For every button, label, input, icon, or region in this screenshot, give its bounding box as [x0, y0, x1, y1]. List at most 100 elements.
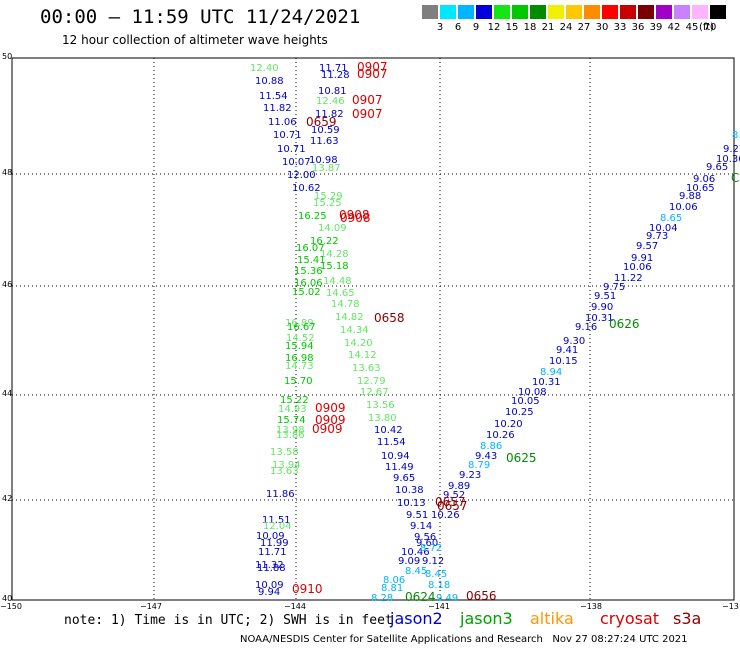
- legend-swatch: [476, 5, 492, 19]
- legend-label: 21: [541, 22, 555, 33]
- legend-swatch: [548, 5, 564, 19]
- wave-height-label: 10.07: [282, 157, 311, 168]
- wave-height-label: 9.12: [422, 556, 445, 567]
- satellite-jason3: jason3: [460, 609, 513, 628]
- legend-label: 6: [454, 22, 462, 33]
- wave-height-label: 10.94: [381, 451, 410, 462]
- footer-credit: NOAA/NESDIS Center for Satellite Applica…: [240, 634, 688, 645]
- wave-height-label: 10.81: [318, 86, 347, 97]
- page-subtitle: 12 hour collection of altimeter wave hei…: [62, 33, 328, 47]
- wave-height-label: 13.58: [270, 447, 299, 458]
- pass-time-label: 0909: [315, 413, 346, 427]
- wave-height-label: 11.22: [614, 273, 643, 284]
- wave-height-label: 9.57: [636, 241, 659, 252]
- wave-height-label: 10.13: [397, 498, 426, 509]
- pass-time-label: 0907: [357, 67, 388, 81]
- wave-height-label: 15.36: [294, 266, 323, 277]
- wave-height-label: 14.65: [326, 288, 355, 299]
- legend-unit: (ft): [699, 22, 715, 33]
- wave-height-label: 16.22: [310, 236, 339, 247]
- legend-swatch: [638, 5, 654, 19]
- wave-height-label: 10.36: [716, 154, 740, 165]
- wave-height-label: 13.86: [276, 430, 305, 441]
- wave-height-label: 9.51: [594, 291, 617, 302]
- pass-time-label: 0909: [315, 401, 346, 415]
- pass-time-label: 0658: [374, 311, 405, 325]
- wave-height-label: 9.09: [398, 556, 421, 567]
- wave-height-label: 13.63: [352, 363, 381, 374]
- wave-height-label: 15.18: [320, 261, 349, 272]
- wave-height-label: 10.31: [532, 377, 561, 388]
- wave-height-label: 9.06: [693, 174, 716, 185]
- wave-height-label: 10.62: [292, 183, 321, 194]
- wave-height-label: 12.04: [263, 521, 292, 532]
- legend-label: 42: [667, 22, 681, 33]
- legend-label: 3: [436, 22, 444, 33]
- wave-height-label: 10.65: [686, 183, 715, 194]
- legend-label: 33: [613, 22, 627, 33]
- wave-height-label: 16.07: [296, 243, 325, 254]
- wave-height-label: 11.71: [319, 63, 348, 74]
- wave-height-label: 11.82: [315, 109, 344, 120]
- wave-height-label: 9.43: [475, 451, 498, 462]
- pass-time-label: 0656: [466, 589, 497, 603]
- legend-label: 39: [649, 22, 663, 33]
- wave-height-label: 11.28: [321, 70, 350, 81]
- latitude-label: 46: [2, 280, 13, 289]
- wave-height-label: 9.41: [556, 345, 579, 356]
- satellite-jason2: jason2: [390, 609, 443, 628]
- wave-height-label: 10.06: [669, 202, 698, 213]
- wave-height-label: 9.90: [591, 302, 614, 313]
- wave-height-label: 10.88: [255, 76, 284, 87]
- wave-height-label: 9.91: [631, 253, 654, 264]
- wave-height-label: 11.88: [257, 563, 286, 574]
- map-frame: [11, 57, 735, 601]
- wave-height-label: 14.73: [285, 361, 314, 372]
- legend-swatch: [584, 5, 600, 19]
- legend-label: 36: [631, 22, 645, 33]
- page-title: 00:00 – 11:59 UTC 11/24/2021: [40, 6, 361, 28]
- wave-height-label: 15.94: [285, 341, 314, 352]
- legend-label: 70: [703, 22, 717, 33]
- pass-time-label: 0910: [292, 582, 323, 596]
- wave-height-label: 9.30: [563, 336, 586, 347]
- wave-height-label: 15.25: [313, 198, 342, 209]
- wave-height-label: 11.06: [268, 117, 297, 128]
- satellite-s3a: s3a: [673, 609, 702, 628]
- wave-height-label: 10.15: [549, 356, 578, 367]
- wave-height-label: 10.59: [311, 125, 340, 136]
- legend-label: 24: [559, 22, 573, 33]
- wave-height-label: 13.98: [276, 425, 305, 436]
- wave-height-label: 15.02: [292, 287, 321, 298]
- wave-height-label: 11.54: [259, 91, 288, 102]
- wave-height-label: 10.25: [505, 407, 534, 418]
- wave-height-label: 9.75: [603, 282, 626, 293]
- legend-swatch: [710, 5, 726, 19]
- latitude-label: 40: [2, 594, 13, 603]
- legend-swatch: [656, 5, 672, 19]
- wave-height-label: 10.26: [431, 510, 460, 521]
- wave-height-label: 14.78: [331, 299, 360, 310]
- wave-height-label: 10.38: [395, 485, 424, 496]
- wave-height-label: 8.86: [480, 441, 503, 452]
- wave-height-label: 16.25: [298, 211, 327, 222]
- pass-time-label: 0625: [506, 451, 537, 465]
- legend-swatch: [530, 5, 546, 19]
- wave-height-label: 9.27: [723, 144, 740, 155]
- legend-label: 15: [505, 22, 519, 33]
- wave-height-label: 13.94: [272, 460, 301, 471]
- wave-height-label: 8.65: [660, 213, 683, 224]
- wave-height-label: 8.94: [540, 367, 563, 378]
- wave-height-label: 14.48: [323, 276, 352, 287]
- wave-height-label: 9.49: [436, 593, 459, 604]
- wave-height-label: 12.46: [316, 96, 345, 107]
- wave-height-label: 8.18: [428, 580, 451, 591]
- wave-height-label: 10.31: [585, 313, 614, 324]
- wave-height-label: 15.70: [284, 376, 313, 387]
- wave-height-label: 13.80: [368, 413, 397, 424]
- wave-height-label: 9.73: [646, 231, 669, 242]
- legend-label: 18: [523, 22, 537, 33]
- wave-height-label: 12.00: [287, 170, 316, 181]
- footer-note: note: 1) Time is in UTC; 2) SWH is in fe…: [64, 613, 393, 628]
- pass-time-label: 0626: [609, 317, 640, 331]
